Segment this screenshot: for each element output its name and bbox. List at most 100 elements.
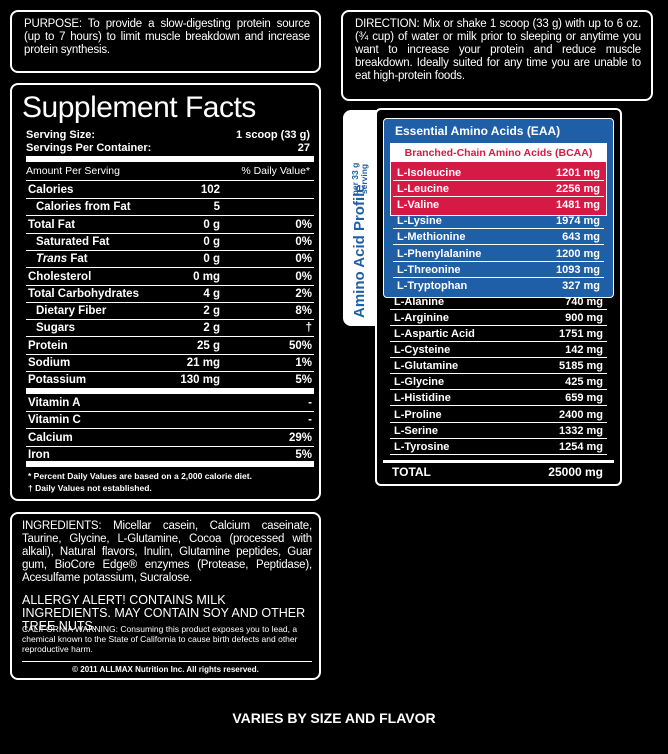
amino-row: L-Phenylalanine 1200 mg (393, 246, 604, 262)
facts-title: Supplement Facts (22, 91, 256, 124)
amino-row: L-Alanine 740 mg (390, 294, 607, 310)
amino-value: 1974 mg (555, 215, 600, 228)
side-sub: per 33 g serving (350, 162, 369, 196)
amino-name: L-Leucine (397, 183, 449, 196)
amino-row: L-Histidine 659 mg (390, 390, 607, 407)
nutrient-amount: 2 g (203, 322, 220, 335)
servings-label: Servings Per Container: (26, 142, 152, 154)
servings-value: 27 (297, 142, 310, 154)
nutrient-dv: 8% (295, 305, 312, 318)
nutrient-name: Cholesterol (28, 270, 92, 283)
nutrient-name: Protein (28, 339, 68, 352)
nutrient-amount: 5 (213, 201, 220, 214)
amino-name: L-Proline (394, 408, 442, 421)
amino-row: L-Glutamine 5185 mg (390, 358, 607, 375)
amino-value: 2400 mg (558, 408, 603, 421)
rule (22, 661, 312, 662)
facts-row: Calories 102 (26, 182, 314, 199)
vitamin-dv: 5% (295, 448, 312, 461)
amino-name: L-Glutamine (394, 360, 459, 373)
nutrient-name: Fat (70, 253, 88, 266)
nutrient-dv: 0% (295, 253, 312, 266)
nutrient-name: Total Fat (28, 218, 76, 231)
amino-value: 1201 mg (555, 167, 600, 179)
amount-header: Amount Per Serving (26, 165, 120, 177)
amino-value: 1332 mg (558, 424, 603, 437)
amino-name: L-Cysteine (394, 344, 451, 357)
nutrient-name: Dietary Fiber (36, 305, 107, 318)
amino-row: L-Lysine 1974 mg (393, 213, 604, 230)
amino-row: L-Proline 2400 mg (390, 407, 607, 423)
nutrient-dv: 0% (295, 218, 312, 231)
ingredients-text: INGREDIENTS: Micellar casein, Calcium ca… (22, 520, 312, 584)
footnote: * Percent Daily Values are based on a 2,… (28, 471, 252, 481)
vitamin-name: Vitamin A (28, 397, 81, 409)
amino-value: 327 mg (562, 279, 600, 292)
amino-value: 142 mg (565, 344, 603, 357)
allergy-text: ALLERGY ALERT! CONTAINS MILK INGREDIENTS… (22, 593, 306, 633)
facts-row: Potassium 130 mg 5% (26, 372, 314, 390)
amino-name: L-Isoleucine (397, 167, 462, 179)
nutrient-name: Calories from Fat (36, 201, 131, 214)
footer: VARIES BY SIZE AND FLAVOR (232, 710, 436, 726)
amino-row: L-Tryptophan 327 mg (393, 278, 604, 294)
amino-value: 425 mg (565, 376, 603, 389)
serving-size-value: 1 scoop (33 g) (236, 129, 310, 141)
amino-name: L-Lysine (397, 215, 442, 228)
nutrient-amount: 2 g (203, 305, 220, 318)
amino-row: L-Valine 1481 mg (393, 197, 604, 213)
facts-row: Sodium 21 mg 1% (26, 355, 314, 372)
amino-value: 5185 mg (558, 360, 603, 373)
serving-size-label: Serving Size: (26, 129, 96, 141)
nutrient-dv: 0% (295, 235, 312, 248)
nutrient-amount: 25 g (196, 339, 220, 352)
nutrient-name: Saturated Fat (36, 235, 110, 248)
nutrient-amount: 0 g (203, 253, 220, 266)
side-title: Amino Acid Profile (351, 184, 368, 318)
vitamin-row: Iron 5% (26, 447, 314, 464)
direction-text: DIRECTION: Mix or shake 1 scoop (33 g) w… (355, 18, 641, 82)
ingredients-box: INGREDIENTS: Micellar casein, Calcium ca… (10, 512, 321, 680)
facts-row: Dietary Fiber 2 g 8% (26, 303, 314, 321)
nutrient-dv: † (305, 322, 312, 335)
amino-row: L-Isoleucine 1201 mg (393, 165, 604, 181)
amino-row: L-Glycine 425 mg (390, 374, 607, 391)
facts-row: Sugars 2 g † (26, 320, 314, 338)
copyright: © 2011 ALLMAX Nutrition Inc. All rights … (72, 665, 259, 674)
total-name: TOTAL (392, 465, 431, 479)
nutrient-name: Sugars (36, 322, 75, 335)
amino-value: 1200 mg (555, 247, 600, 260)
facts-row: Total Carbohydrates 4 g 2% (26, 286, 314, 303)
nutrient-amount: 0 mg (193, 270, 220, 283)
facts-row: Saturated Fat 0 g 0% (26, 234, 314, 251)
nutrient-amount: 21 mg (186, 357, 220, 369)
dv-header: % Daily Value* (241, 165, 310, 177)
nutrient-amount: 102 (200, 184, 220, 196)
vitamin-name: Iron (28, 448, 50, 461)
vitamin-dv: - (308, 397, 312, 409)
amino-name: L-Serine (394, 424, 439, 437)
nutrient-name: Calories (28, 184, 74, 196)
nutrient-amount: 0 g (203, 235, 220, 248)
vitamin-name: Calcium (28, 431, 73, 444)
nutrient-amount: 130 mg (180, 374, 220, 387)
amino-name: L-Histidine (394, 392, 451, 405)
amino-row: L-Threonine 1093 mg (393, 262, 604, 278)
amino-name: L-Valine (397, 199, 440, 212)
thick-rule (26, 461, 314, 467)
purpose-text: PURPOSE: To provide a slow-digesting pro… (24, 18, 310, 56)
amino-value: 1093 mg (555, 263, 600, 276)
thick-rule (26, 156, 314, 162)
nutrient-dv: 2% (295, 287, 312, 300)
amino-name: L-Methionine (397, 231, 466, 244)
rule (26, 180, 314, 181)
total-rule (383, 460, 614, 463)
amino-row: L-Aspartic Acid 1751 mg (390, 326, 607, 342)
facts-row: Protein 25 g 50% (26, 338, 314, 355)
amino-row: L-Methionine 643 mg (393, 229, 604, 246)
vitamin-row: Vitamin A - (26, 395, 314, 412)
nutrient-name-italic: Trans (36, 253, 68, 266)
amino-value: 1751 mg (558, 328, 603, 340)
nutrient-amount: 4 g (203, 287, 220, 300)
